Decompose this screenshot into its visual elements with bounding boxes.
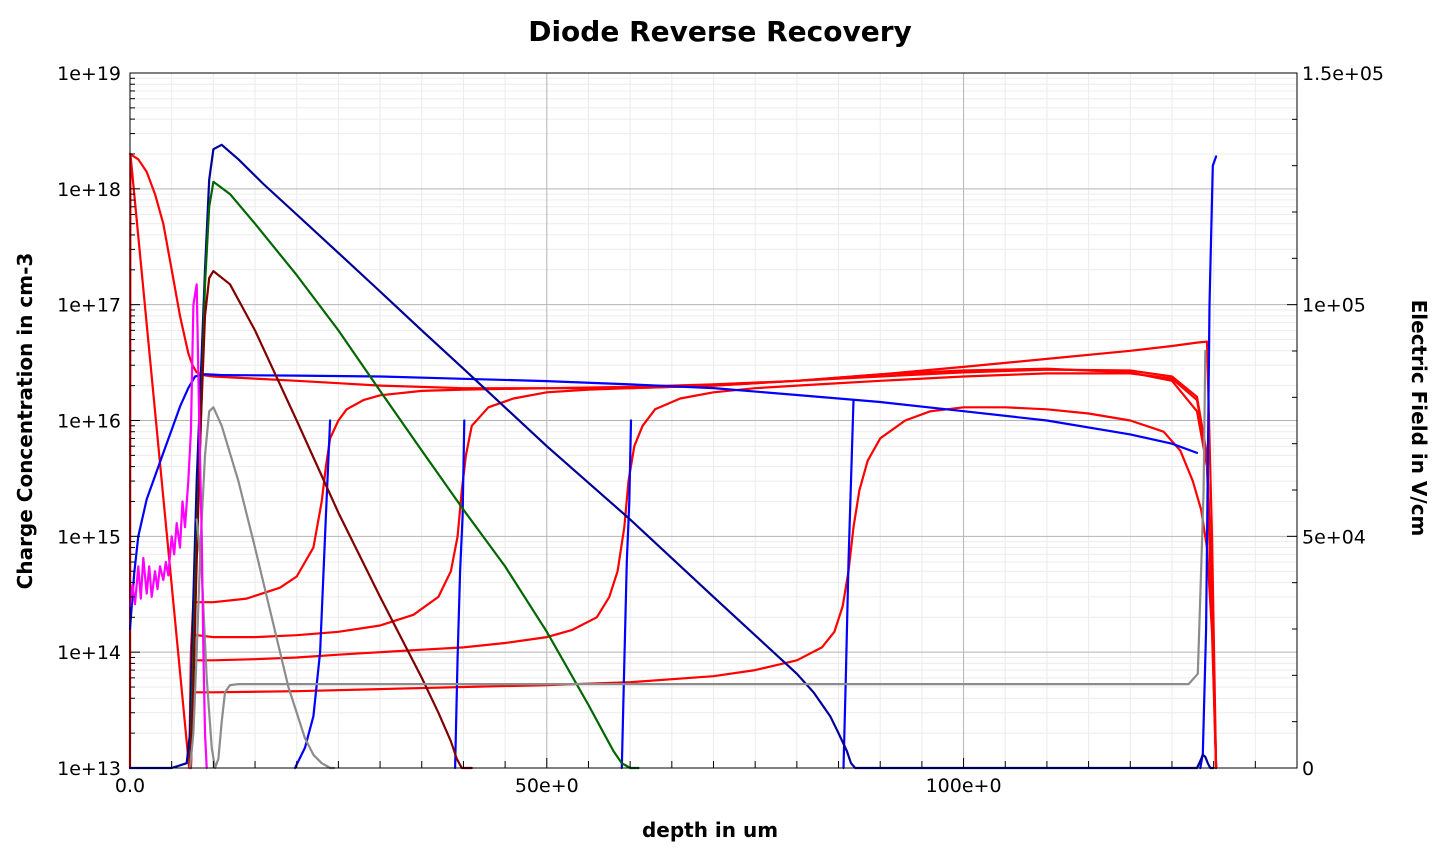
y2-tick-label: 0 xyxy=(1302,758,1314,780)
grid xyxy=(130,73,1297,768)
y-tick-label: 1e+16 xyxy=(57,411,121,433)
x-tick-label: 0.0 xyxy=(115,775,145,797)
series-line-5-blue xyxy=(128,373,223,631)
x-tick-label: 50e+0 xyxy=(515,775,579,797)
series-line-2-red xyxy=(189,368,1218,770)
series-line-16-gray xyxy=(195,349,1207,770)
series-line-0-red xyxy=(128,152,1218,770)
y-tick-label: 1e+13 xyxy=(57,758,121,780)
y2-axis-label: Electric Field in V/cm xyxy=(1407,300,1431,537)
y2-tick-label: 5e+04 xyxy=(1302,526,1366,548)
y-axis-label: Charge Concentration in cm-3 xyxy=(13,253,37,590)
series-line-8-blue xyxy=(454,419,466,770)
series-layer xyxy=(128,143,1218,770)
y-tick-label: 1e+19 xyxy=(57,63,121,85)
series-line-17-magenta xyxy=(128,283,208,770)
y2-tick-label: 1e+05 xyxy=(1302,295,1366,317)
series-line-14-darkred xyxy=(188,270,473,770)
x-axis-label: depth in um xyxy=(642,818,778,842)
chart-title: Diode Reverse Recovery xyxy=(528,15,912,48)
y2-tick-label: 1.5e+05 xyxy=(1302,63,1384,85)
series-line-3-red xyxy=(189,372,1218,770)
series-line-10-blue xyxy=(842,399,855,770)
series-line-6-blue xyxy=(220,374,1199,454)
y-tick-label: 1e+18 xyxy=(57,179,121,201)
axes: 0.0 50e+0 100e+0 1e+13 1e+14 1e+15 1e+16 1e+17 1… xyxy=(57,63,1384,797)
series-line-4-red xyxy=(189,406,1218,770)
x-tick-label: 100e+0 xyxy=(926,775,1002,797)
series-line-9-blue xyxy=(620,419,633,770)
y-tick-label: 1e+14 xyxy=(57,642,121,664)
y-tick-label: 1e+15 xyxy=(57,526,121,548)
y-tick-label: 1e+17 xyxy=(57,295,121,317)
